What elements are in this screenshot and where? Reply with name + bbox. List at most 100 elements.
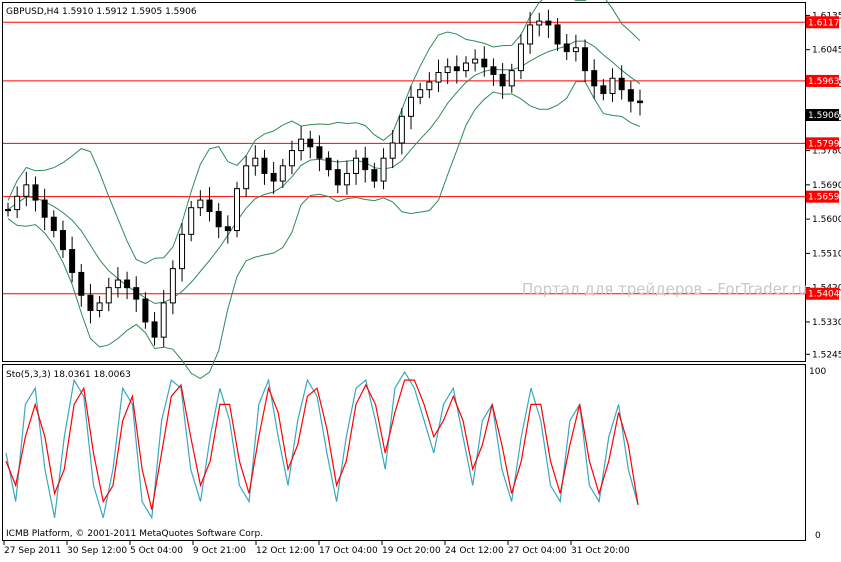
- candle-body: [23, 184, 30, 197]
- price-tick-label: 1.5330: [812, 318, 841, 328]
- stochastic-main-line: [5, 370, 639, 520]
- candle-body: [435, 72, 442, 83]
- price-tick-label: 1.5600: [812, 215, 841, 225]
- candle-body: [233, 188, 240, 232]
- candle-body: [316, 146, 323, 159]
- candle-body: [41, 199, 48, 218]
- candle-body: [298, 138, 305, 152]
- time-tick-label: 9 Oct 21:00: [193, 546, 246, 556]
- bollinger-middle: [7, 40, 641, 304]
- candle-body: [243, 165, 250, 190]
- level-label-bg: [806, 74, 839, 87]
- stochastic-lines: [5, 370, 639, 520]
- level-label-bg: [806, 16, 839, 29]
- price-tick-label: 1.5245: [812, 350, 841, 360]
- candle-body: [87, 294, 94, 312]
- level-label: 1.5799: [808, 139, 840, 149]
- candle-body: [307, 138, 314, 148]
- candle-body: [343, 172, 350, 186]
- candle-body: [142, 298, 149, 323]
- level-labels: 1.6117 1.5963 1.5799 1.5659 1.5404: [806, 16, 840, 300]
- candle-body: [179, 233, 186, 270]
- candle-body: [591, 70, 598, 87]
- candle-body: [362, 157, 369, 171]
- copyright-text: ICMB Platform, © 2001-2011 MetaQuotes So…: [6, 529, 263, 539]
- candle-body: [517, 43, 524, 72]
- candle-body: [169, 268, 176, 304]
- candle-body: [59, 230, 66, 251]
- bollinger-lower: [7, 81, 641, 380]
- time-tick-label: 17 Oct 04:00: [319, 546, 378, 556]
- level-label: 1.5404: [808, 290, 840, 300]
- candle-body: [160, 302, 167, 338]
- candle-body: [50, 216, 57, 232]
- level-label-bg: [806, 190, 839, 203]
- candle-body: [151, 321, 158, 338]
- candle-body: [408, 96, 415, 117]
- candle-body: [105, 287, 112, 304]
- chart-header: GBPUSD,H4 1.5910 1.5912 1.5905 1.5906: [6, 7, 197, 17]
- candle-body: [444, 66, 451, 74]
- candle-body: [124, 279, 131, 289]
- stochastic-label: Sto(5,3,3) 18.0361 18.0063: [6, 370, 131, 380]
- watermark: Портал для трейдеров - ForTrader.ru: [522, 280, 807, 298]
- level-label-bg: [806, 287, 839, 300]
- candle-body: [527, 24, 534, 45]
- candle-body: [224, 226, 231, 232]
- candle-body: [417, 89, 424, 98]
- candle-body: [462, 62, 469, 72]
- price-tick-label: 1.6045: [812, 46, 841, 56]
- candle-body: [371, 169, 378, 182]
- candle-body: [582, 47, 589, 72]
- candle-body: [69, 249, 76, 273]
- candle-body: [380, 157, 387, 182]
- candle-body: [32, 184, 39, 201]
- price-tick-label: 1.5510: [812, 249, 841, 259]
- candle-body: [536, 20, 543, 26]
- time-tick-label: 5 Oct 04:00: [130, 546, 183, 556]
- candle-body: [133, 287, 140, 300]
- candlestick-series: [5, 9, 643, 348]
- candle-body: [270, 172, 277, 182]
- time-tick-label: 27 Sep 2011: [4, 546, 61, 556]
- candle-body: [188, 207, 195, 235]
- time-tick-label: 19 Oct 20:00: [382, 546, 441, 556]
- price-tick-label: 1.5780: [812, 147, 841, 157]
- candle-body: [426, 81, 433, 91]
- candle-body: [261, 157, 268, 174]
- price-axis: 1.61351.60451.59551.58651.57801.56901.56…: [806, 11, 841, 360]
- candle-body: [554, 24, 561, 45]
- candle-body: [215, 211, 222, 228]
- candle-body: [206, 199, 213, 213]
- candle-body: [627, 89, 634, 102]
- bollinger-upper: [7, 0, 641, 265]
- candle-body: [508, 70, 515, 87]
- candle-body: [472, 58, 479, 64]
- candle-body: [14, 195, 21, 211]
- level-label: 1.5659: [808, 193, 840, 203]
- candle-body: [279, 165, 286, 182]
- candle-body: [252, 157, 259, 167]
- stochastic-signal-line: [5, 379, 639, 510]
- candle-body: [325, 157, 332, 171]
- time-axis: 27 Sep 2011 30 Sep 12:00 5 Oct 04:00 9 Oct …: [3, 541, 630, 556]
- time-tick-label: 31 Oct 20:00: [571, 546, 630, 556]
- candle-body: [78, 271, 85, 296]
- stochastic-panel[interactable]: [2, 364, 806, 541]
- level-label: 1.5963: [808, 77, 840, 87]
- candle-body: [637, 100, 643, 104]
- time-tick-label: 27 Oct 04:00: [508, 546, 567, 556]
- candle-body: [398, 115, 405, 144]
- candle-body: [96, 302, 103, 312]
- time-tick-label: 24 Oct 12:00: [445, 546, 504, 556]
- candle-body: [618, 77, 625, 91]
- level-label: 1.6117: [808, 18, 840, 28]
- candle-body: [5, 209, 11, 212]
- candle-body: [490, 66, 497, 75]
- candle-body: [545, 20, 552, 26]
- main-chart-panel[interactable]: [2, 2, 806, 362]
- current-price-label: 1.5906: [806, 109, 840, 121]
- candle-body: [389, 142, 396, 159]
